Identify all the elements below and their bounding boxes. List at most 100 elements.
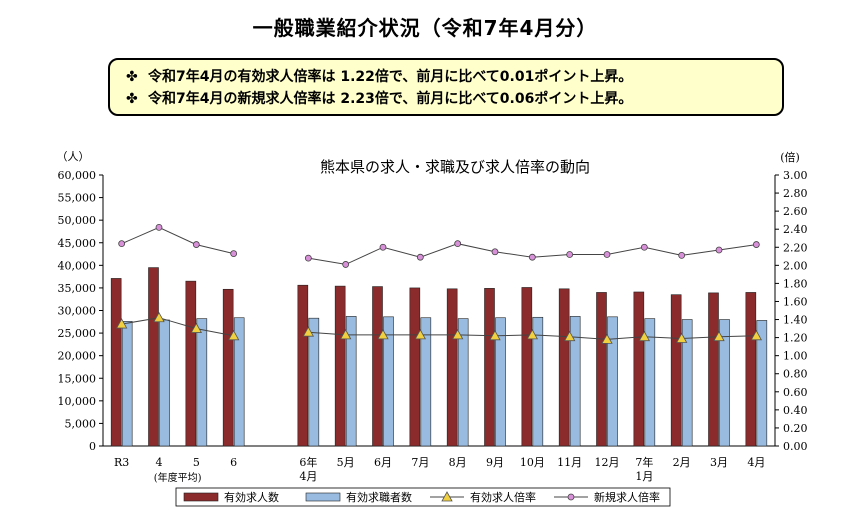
new-ratio-point [678, 251, 686, 259]
offers-bar [110, 278, 122, 447]
effective-ratio-point [675, 332, 688, 343]
effective-ratio-point [750, 329, 763, 341]
seekers-bar [196, 318, 208, 447]
y-right-tick-label: 2.40 [783, 223, 808, 236]
new-ratio-point [379, 243, 387, 251]
seekers-bar [420, 317, 432, 447]
x-tick-label: 7年 [635, 455, 653, 469]
offers-bar [521, 287, 533, 447]
seekers-bar [644, 318, 656, 447]
y-right-tick-label: 0.80 [783, 368, 808, 381]
y-left-tick-label: 60,000 [58, 169, 97, 182]
offers-bar [297, 284, 309, 447]
y-left-tick-label: 40,000 [58, 259, 97, 272]
seekers-bar [233, 317, 245, 447]
y-right-tick-label: 0.40 [783, 404, 808, 417]
legend-label: 新規求人倍率 [594, 490, 660, 504]
x-tick-label: 7月 [411, 456, 429, 469]
x-tick-label: 10月 [520, 456, 545, 469]
offers-bar [148, 267, 159, 447]
offers-bar [185, 280, 197, 447]
legend-new-marker [567, 493, 575, 501]
offers-bar [745, 292, 757, 447]
offers-bar [334, 285, 346, 447]
x-tick-label: 8月 [449, 456, 467, 469]
x-tick-label: 12月 [595, 456, 620, 469]
legend-effective-marker [441, 491, 453, 502]
seekers-bar [756, 320, 768, 447]
new-ratio-point [454, 240, 462, 248]
effective-ratio-point [190, 322, 203, 333]
offers-bar [670, 294, 682, 447]
new-ratio-point [342, 261, 350, 268]
offers-bar [446, 288, 458, 447]
annual-average-note: (年度平均) [154, 471, 202, 484]
y-right-tick-label: 1.60 [783, 295, 808, 308]
effective-ratio-point [489, 329, 501, 341]
new-ratio-point [118, 240, 126, 248]
y-left-tick-label: 25,000 [58, 327, 97, 340]
legend-label: 有効求人倍率 [470, 490, 536, 504]
effective-ratio-line [121, 317, 234, 337]
legend-box [175, 487, 671, 507]
y-right-unit: (倍) [780, 150, 800, 164]
seekers-bar [121, 321, 133, 447]
y-right-tick-label: 0.20 [783, 422, 808, 435]
x-tick-label: 4 [156, 456, 163, 469]
x-tick-label: 9月 [486, 456, 504, 469]
y-left-tick-label: 50,000 [58, 214, 97, 227]
y-left-tick-label: 0 [89, 440, 96, 453]
effective-ratio-point [601, 333, 613, 344]
y-right-tick-label: 3.00 [783, 169, 808, 182]
x-tick-label: R3 [114, 456, 129, 469]
y-left-unit: （人） [57, 150, 90, 163]
bullet-icon: ✤ [126, 91, 138, 107]
new-ratio-point [528, 253, 536, 261]
y-right-tick-label: 0.60 [783, 386, 808, 399]
new-ratio-point [304, 254, 312, 262]
offers-bar [708, 292, 719, 447]
summary-text-effective: 令和7年4月の有効求人倍率は 1.22倍で、前月に比べて0.01ポイント上昇。 [148, 69, 633, 85]
effective-ratio-point [227, 329, 240, 341]
effective-ratio-point [302, 326, 315, 337]
new-ratio-point [192, 241, 200, 248]
effective-ratio-point [115, 318, 128, 329]
seekers-bar [159, 319, 170, 447]
y-right-tick-label: 2.60 [783, 205, 808, 218]
effective-ratio-point [526, 329, 539, 340]
legend-label: 有効求人数 [224, 490, 279, 504]
new-ratio-point [566, 251, 574, 258]
x-tick-sublabel: 4月 [299, 470, 317, 483]
x-tick-label: 2月 [673, 456, 691, 469]
seekers-bar [532, 316, 544, 447]
effective-ratio-point [451, 329, 464, 340]
new-ratio-point [752, 241, 760, 248]
page-title: 一般職業紹介状況（令和7年4月分） [252, 16, 598, 40]
effective-ratio-point [377, 329, 389, 340]
seekers-bar [495, 317, 506, 447]
new-ratio-line [121, 226, 234, 255]
offers-bar [558, 288, 570, 447]
legend-label: 有効求職者数 [346, 490, 412, 504]
seekers-bar [345, 316, 357, 447]
y-left-tick-label: 45,000 [58, 237, 97, 250]
summary-box: ✤ 令和7年4月の有効求人倍率は 1.22倍で、前月に比べて0.01ポイント上昇。… [108, 58, 784, 116]
summary-line-effective: ✤ 令和7年4月の有効求人倍率は 1.22倍で、前月に比べて0.01ポイント上昇。 [126, 66, 782, 88]
effective-ratio-point [153, 311, 165, 323]
y-left-tick-label: 55,000 [58, 192, 97, 205]
x-tick-label: 5 [193, 456, 200, 469]
x-tick-label: 3月 [710, 456, 728, 469]
x-tick-label: 6 [230, 456, 237, 469]
y-left-tick-label: 20,000 [58, 350, 97, 363]
y-right-tick-label: 1.80 [783, 277, 808, 290]
x-tick-label: 11月 [557, 456, 582, 469]
seekers-bar [383, 316, 394, 447]
seekers-bar [569, 316, 581, 447]
y-right-tick-label: 1.40 [783, 314, 808, 327]
x-tick-label: 6月 [374, 456, 392, 469]
y-left-tick-label: 30,000 [58, 305, 97, 318]
new-ratio-point [230, 250, 238, 257]
y-right-tick-label: 2.80 [783, 187, 808, 200]
effective-ratio-point [638, 330, 651, 342]
